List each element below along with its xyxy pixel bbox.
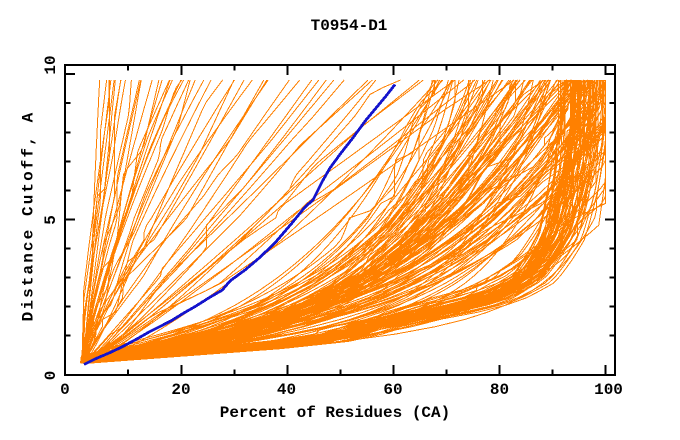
svg-text:5: 5 bbox=[42, 215, 60, 225]
svg-text:20: 20 bbox=[171, 381, 190, 399]
svg-text:0: 0 bbox=[60, 381, 70, 399]
svg-text:100: 100 bbox=[594, 381, 623, 399]
svg-text:Percent of Residues (CA): Percent of Residues (CA) bbox=[220, 404, 450, 422]
svg-text:0: 0 bbox=[42, 371, 60, 381]
svg-text:60: 60 bbox=[383, 381, 402, 399]
svg-text:10: 10 bbox=[42, 55, 60, 74]
svg-text:Distance Cutoff, A: Distance Cutoff, A bbox=[20, 111, 38, 322]
svg-text:T0954-D1: T0954-D1 bbox=[311, 17, 388, 35]
svg-text:40: 40 bbox=[277, 381, 296, 399]
svg-text:80: 80 bbox=[490, 381, 509, 399]
